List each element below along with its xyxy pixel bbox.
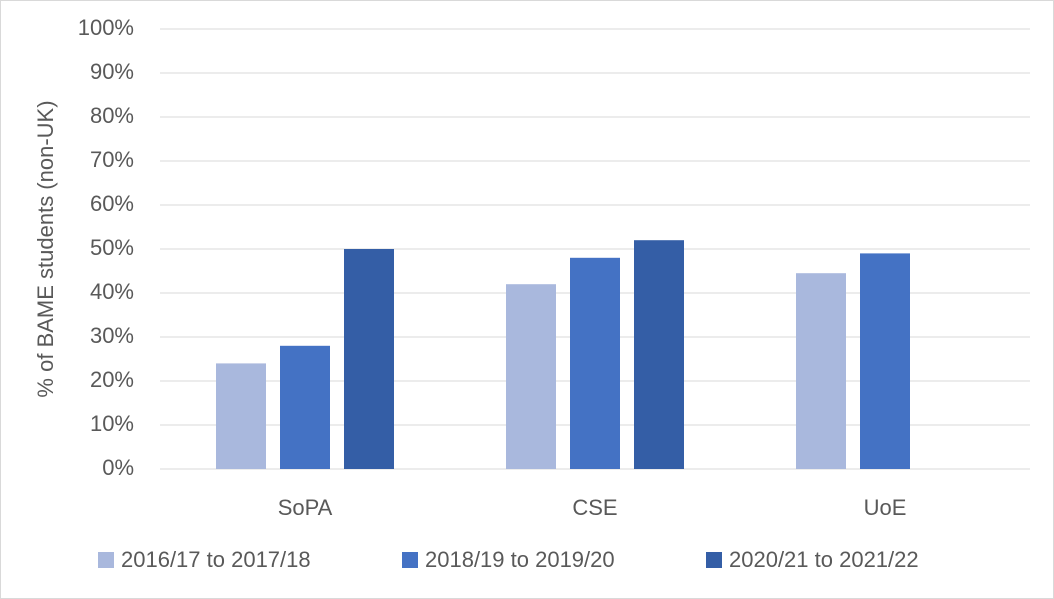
x-tick-label: UoE <box>864 495 907 520</box>
legend-label: 2016/17 to 2017/18 <box>121 547 311 572</box>
x-tick-label: SoPA <box>278 495 333 520</box>
y-tick-label: 30% <box>90 323 134 348</box>
y-tick-label: 100% <box>78 15 134 40</box>
y-tick-label: 0% <box>102 455 134 480</box>
legend-label: 2020/21 to 2021/22 <box>729 547 919 572</box>
y-tick-label: 10% <box>90 411 134 436</box>
bar <box>506 284 556 469</box>
legend-swatch <box>706 552 722 568</box>
legend-swatch <box>402 552 418 568</box>
y-tick-label: 20% <box>90 367 134 392</box>
bar <box>570 257 620 469</box>
bar <box>344 249 394 469</box>
x-tick-label: CSE <box>572 495 617 520</box>
y-tick-label: 80% <box>90 103 134 128</box>
bar <box>634 240 684 469</box>
legend-label: 2018/19 to 2019/20 <box>425 547 615 572</box>
bar <box>216 363 266 469</box>
bar <box>860 253 910 469</box>
y-tick-label: 90% <box>90 59 134 84</box>
bar <box>280 345 330 469</box>
legend-swatch <box>98 552 114 568</box>
y-tick-label: 70% <box>90 147 134 172</box>
bar <box>796 273 846 469</box>
y-tick-label: 40% <box>90 279 134 304</box>
y-axis-title: % of BAME students (non-UK) <box>33 100 58 397</box>
y-tick-label: 50% <box>90 235 134 260</box>
y-tick-label: 60% <box>90 191 134 216</box>
